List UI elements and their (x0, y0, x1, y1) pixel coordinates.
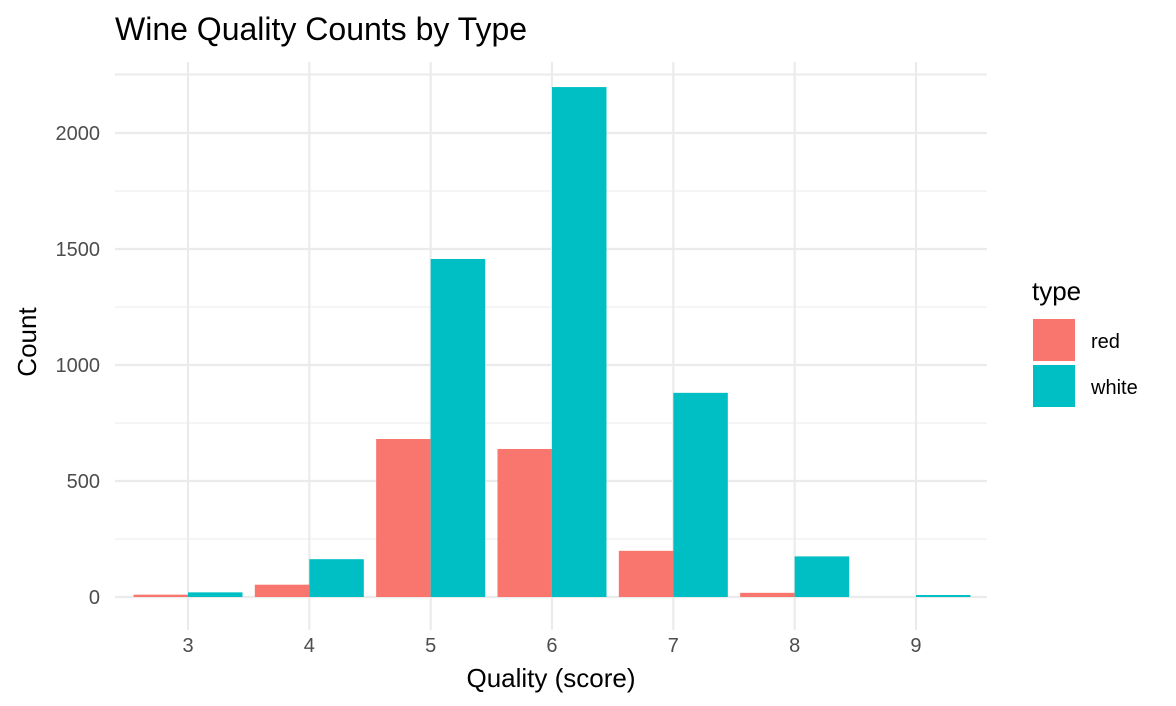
bar-white-6 (551, 87, 607, 598)
y-axis-ticks: 0 500 1000 1500 2000 (56, 123, 101, 609)
legend-label-red: red (1091, 331, 1120, 353)
legend-title: type (1032, 276, 1081, 306)
y-tick-label: 1500 (56, 239, 101, 261)
y-tick-label: 0 (89, 587, 100, 609)
chart-title: Wine Quality Counts by Type (115, 11, 527, 47)
bars (133, 87, 971, 598)
x-axis-ticks: 3 4 5 6 7 8 9 (182, 635, 921, 657)
y-tick-label: 1000 (56, 355, 101, 377)
y-tick-label: 500 (67, 471, 100, 493)
legend-key-white (1033, 365, 1075, 407)
legend: type red white (1032, 276, 1138, 407)
bar-white-9 (915, 595, 971, 597)
x-tick-label: 9 (910, 635, 921, 657)
y-tick-label: 2000 (56, 123, 101, 145)
bar-red-5 (376, 439, 431, 597)
bar-red-7 (618, 550, 674, 597)
legend-label-white: white (1090, 377, 1138, 399)
x-axis-title: Quality (score) (466, 663, 635, 693)
x-tick-label: 6 (546, 635, 557, 657)
x-tick-label: 8 (789, 635, 800, 657)
bar-white-4 (309, 559, 364, 597)
bar-red-4 (254, 584, 310, 597)
bar-white-7 (673, 392, 728, 597)
bar-red-6 (497, 448, 552, 597)
x-tick-label: 4 (304, 635, 315, 657)
bar-red-8 (740, 592, 795, 597)
bar-white-5 (430, 258, 486, 597)
x-tick-label: 5 (425, 635, 436, 657)
x-tick-label: 7 (668, 635, 679, 657)
bar-white-8 (794, 556, 850, 597)
bar-red-3 (133, 594, 188, 597)
bar-white-3 (188, 592, 243, 597)
x-tick-label: 3 (182, 635, 193, 657)
legend-key-red (1033, 319, 1075, 361)
y-axis-title: Count (12, 307, 42, 377)
